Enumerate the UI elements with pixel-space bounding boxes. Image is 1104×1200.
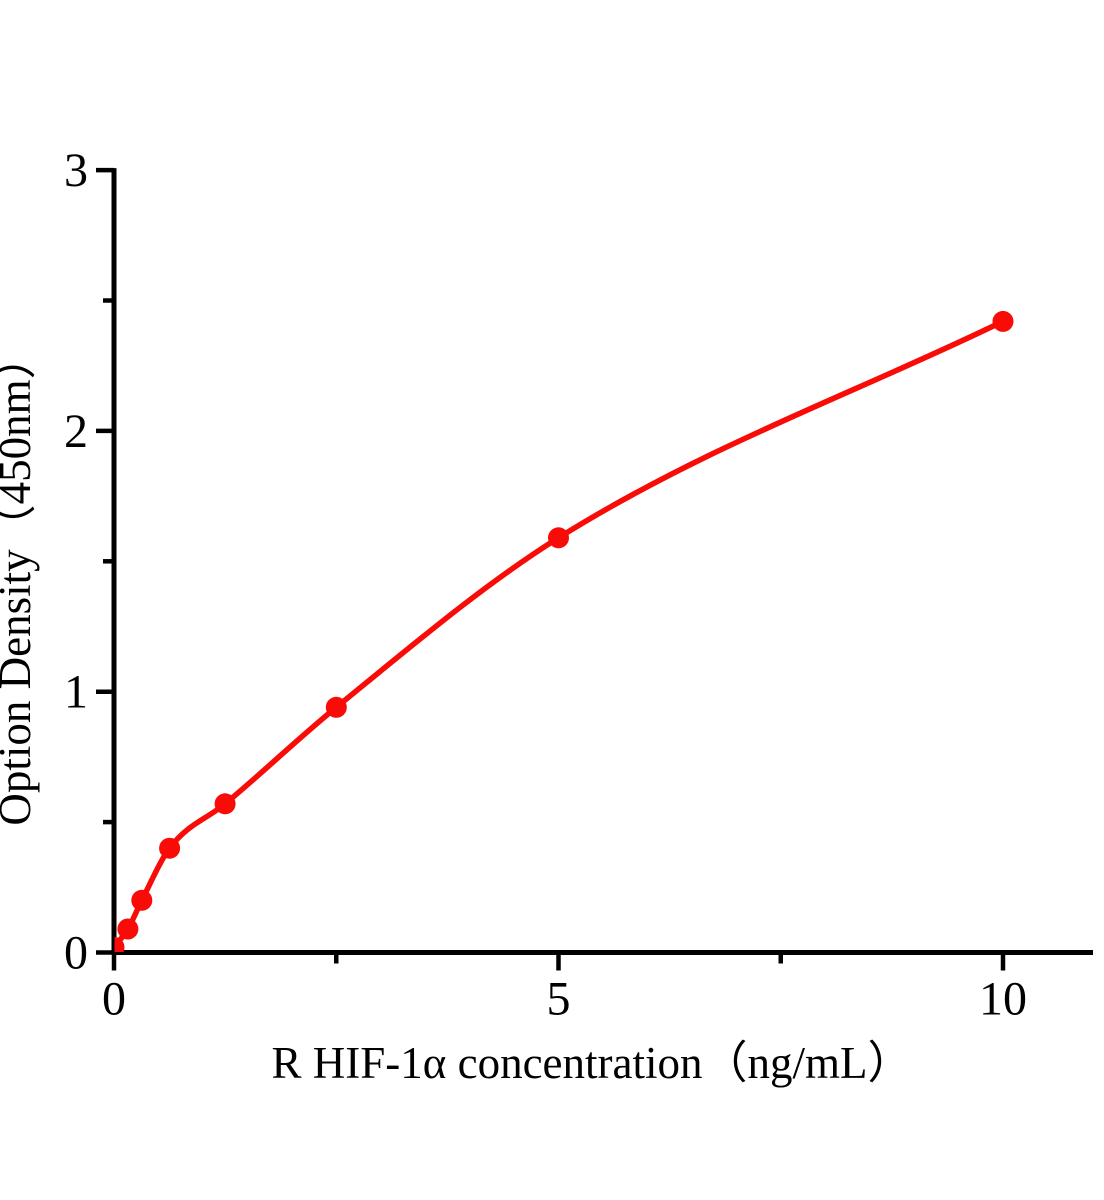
data-point: [159, 837, 181, 859]
x-axis-title: R HIF-1α concentration（ng/mL）: [272, 1038, 913, 1088]
x-tick-label: 5: [547, 973, 571, 1026]
axis-ticks: [96, 167, 1006, 971]
y-axis-title: Option Density（450nm）: [0, 334, 40, 825]
y-tick-label: 3: [64, 144, 88, 197]
fit-curve: [114, 318, 1006, 950]
tick-labels: 0 1 2 3 0 5 10: [64, 144, 1027, 1025]
data-point: [325, 696, 347, 718]
data-point: [214, 793, 236, 815]
data-point: [548, 527, 569, 549]
axes: [111, 168, 1093, 955]
data-series: [114, 310, 1014, 952]
data-point: [117, 918, 139, 940]
y-tick-label: 2: [64, 405, 88, 458]
y-tick-label: 0: [64, 927, 88, 980]
data-point: [114, 936, 125, 952]
x-tick-label: 0: [102, 973, 126, 1026]
data-point: [992, 310, 1014, 332]
x-tick-label: 10: [979, 973, 1027, 1026]
data-point: [131, 889, 153, 911]
y-tick-label: 1: [64, 666, 88, 719]
